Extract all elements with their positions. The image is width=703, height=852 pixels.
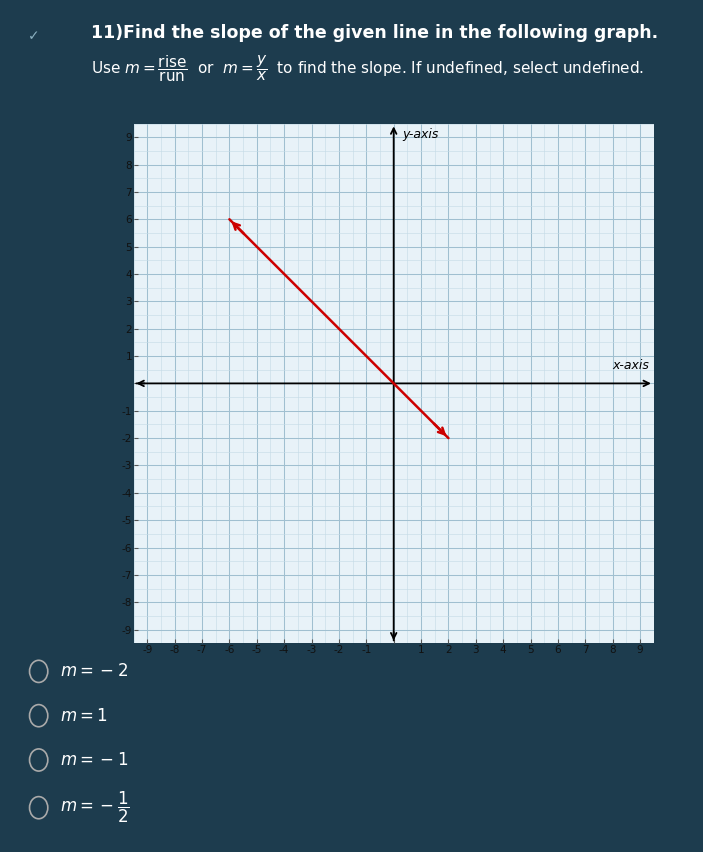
Text: $m = 1$: $m = 1$ xyxy=(60,706,108,725)
Text: $m = -2$: $m = -2$ xyxy=(60,662,128,681)
Text: $m = -\dfrac{1}{2}$: $m = -\dfrac{1}{2}$ xyxy=(60,790,129,826)
Text: Find the slope of the given line in the following graph.: Find the slope of the given line in the … xyxy=(123,24,658,42)
Text: y-axis: y-axis xyxy=(402,128,438,141)
Text: 11): 11) xyxy=(91,24,136,42)
Text: ✓: ✓ xyxy=(28,29,40,43)
Text: $m = -1$: $m = -1$ xyxy=(60,751,128,769)
Text: Use $m = \dfrac{\mathrm{rise}}{\mathrm{run}}$  or  $m = \dfrac{y}{x}$  to find t: Use $m = \dfrac{\mathrm{rise}}{\mathrm{r… xyxy=(91,53,645,83)
Text: x-axis: x-axis xyxy=(613,360,650,372)
